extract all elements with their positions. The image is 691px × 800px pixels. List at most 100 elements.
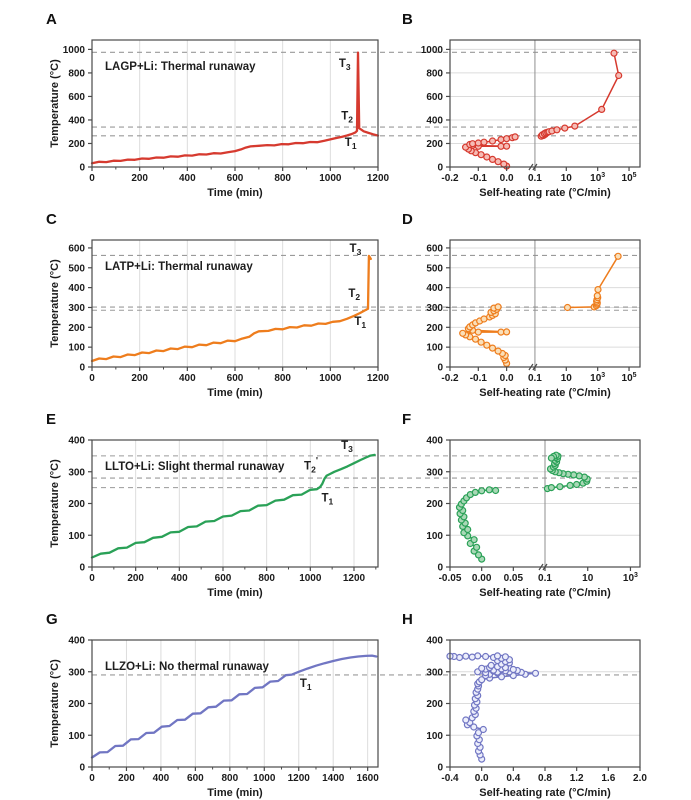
left-x-axis: 0 200 400 600 800 1000 1200 — [89, 367, 390, 384]
left-x-axis: 0 200 400 600 800 1000 1200 1400 1600 — [89, 767, 379, 784]
x-tick-label: -0.2 — [441, 173, 459, 184]
y-tick-label: 400 — [426, 436, 443, 447]
x-tick-label: 600 — [227, 173, 244, 184]
x-axis-label: Self-heating rate (°C/min) — [479, 587, 611, 599]
data-point-marker — [462, 652, 470, 660]
data-point-marker — [503, 328, 511, 336]
panel-title: LAGP+Li: Thermal runaway — [105, 61, 256, 73]
data-point-marker — [561, 124, 569, 132]
data-point-marker — [511, 133, 519, 141]
y-tick-label: 100 — [68, 731, 85, 742]
x-tick-label: 200 — [127, 573, 144, 584]
panel-letter: B — [402, 11, 413, 28]
x-tick-label: 0.0 — [475, 773, 489, 784]
y-tick-label: 400 — [68, 283, 85, 294]
panel-letter: H — [402, 611, 413, 628]
x-tick-label: 105 — [622, 172, 637, 184]
y-tick-label: 0 — [437, 763, 443, 774]
y-tick-label: 200 — [426, 139, 443, 150]
x-tick-label: 400 — [179, 373, 196, 384]
right-x-axis: -0.2 -0.1 0.0 0.1 10 103 105 — [441, 367, 637, 384]
x-tick-label: 105 — [622, 372, 637, 384]
data-point-marker — [571, 122, 579, 130]
temperature-curve — [90, 51, 380, 165]
data-point-marker — [469, 140, 477, 148]
panel-row-3: 0 200 400 600 800 1000 1200 -0.05 0.00 0.05 0.1 10 1… — [46, 411, 641, 599]
x-tick-label: 1000 — [253, 773, 276, 784]
x-tick-label: 2.0 — [633, 773, 647, 784]
data-point-marker — [470, 723, 478, 731]
panel-row-2: 0 200 400 600 800 1000 1200 -0.2 -0.1 0.0 0.1 10 103… — [46, 211, 641, 399]
right-x-axis: -0.2 -0.1 0.0 0.1 10 103 105 — [441, 167, 637, 184]
panel-title: LATP+Li: Thermal runaway — [105, 261, 253, 273]
left-x-axis: 0 200 400 600 800 1000 1200 — [89, 167, 390, 184]
panel-letter: C — [46, 211, 57, 228]
panel-letter: A — [46, 11, 57, 28]
y-tick-label: 800 — [426, 68, 443, 79]
y-tick-label: 0 — [79, 763, 85, 774]
data-point-marker — [497, 136, 505, 144]
y-tick-label: 400 — [68, 115, 85, 126]
x-axis-label: Self-heating rate (°C/min) — [479, 387, 611, 399]
panel-title: LLZO+Li: No thermal runaway — [105, 661, 270, 673]
x-tick-label: 1000 — [319, 373, 342, 384]
x-tick-label: 0.0 — [500, 373, 514, 384]
data-point-marker — [566, 481, 574, 490]
data-point-marker — [488, 344, 497, 352]
x-tick-label: 1200 — [367, 373, 390, 384]
y-tick-label: 0 — [79, 163, 85, 174]
data-point-marker — [473, 543, 481, 551]
x-tick-label: 0.1 — [538, 573, 552, 584]
x-tick-label: 1000 — [299, 573, 322, 584]
data-point-marker — [483, 153, 491, 161]
data-point-marker — [468, 653, 476, 661]
temperature-curve — [90, 254, 372, 363]
data-point-marker — [471, 488, 479, 497]
threshold-annotation: T1 — [300, 678, 312, 692]
data-point-marker — [547, 483, 556, 492]
data-point-marker — [462, 716, 470, 724]
data-point-marker — [474, 328, 482, 336]
y-tick-label: 100 — [426, 343, 443, 354]
data-point-marker — [615, 71, 623, 80]
x-tick-label: 800 — [274, 173, 291, 184]
data-point-marker — [503, 135, 511, 143]
x-tick-label: -0.4 — [441, 773, 459, 784]
y-tick-label: 600 — [426, 243, 443, 254]
x-tick-label: 1.6 — [601, 773, 615, 784]
data-point-marker — [563, 303, 572, 312]
x-tick-label: 0 — [89, 373, 95, 384]
x-tick-label: 1600 — [357, 773, 380, 784]
y-tick-label: 1000 — [63, 45, 86, 56]
y-tick-label: 100 — [68, 343, 85, 354]
y-tick-label: 300 — [426, 303, 443, 314]
panel-title: LLTO+Li: Slight thermal runaway — [105, 461, 285, 473]
threshold-annotation: T1 — [345, 137, 357, 151]
data-point-marker — [480, 138, 488, 146]
right-y-axis: 0 100 200 300 400 — [426, 436, 450, 574]
data-point-marker — [464, 525, 472, 534]
data-point-marker — [474, 729, 483, 737]
y-tick-label: 0 — [79, 563, 85, 574]
data-point-marker — [459, 329, 467, 337]
threshold-annotation: T2 — [348, 288, 360, 302]
threshold-annotation: T3 — [350, 243, 362, 257]
right-y-axis: 0 200 400 600 800 1000 — [421, 45, 450, 174]
y-tick-label: 200 — [426, 323, 443, 334]
panel-letter: F — [402, 411, 411, 428]
right-x-axis: -0.05 0.00 0.05 0.1 10 103 — [439, 567, 638, 584]
x-tick-label: 0 — [89, 573, 95, 584]
x-tick-label: 1400 — [322, 773, 345, 784]
x-tick-label: 200 — [131, 173, 148, 184]
x-tick-label: 200 — [118, 773, 135, 784]
y-tick-label: 600 — [426, 92, 443, 103]
x-axis-label: Time (min) — [207, 387, 263, 399]
x-tick-label: 200 — [131, 373, 148, 384]
data-point-marker — [531, 669, 540, 677]
right-y-axis: 0 100 200 300 400 — [426, 636, 450, 774]
y-tick-label: 400 — [68, 636, 85, 647]
right-plot-frame — [449, 239, 641, 368]
left-y-axis: 0 100 200 300 400 — [68, 636, 92, 774]
y-tick-label: 400 — [68, 436, 85, 447]
